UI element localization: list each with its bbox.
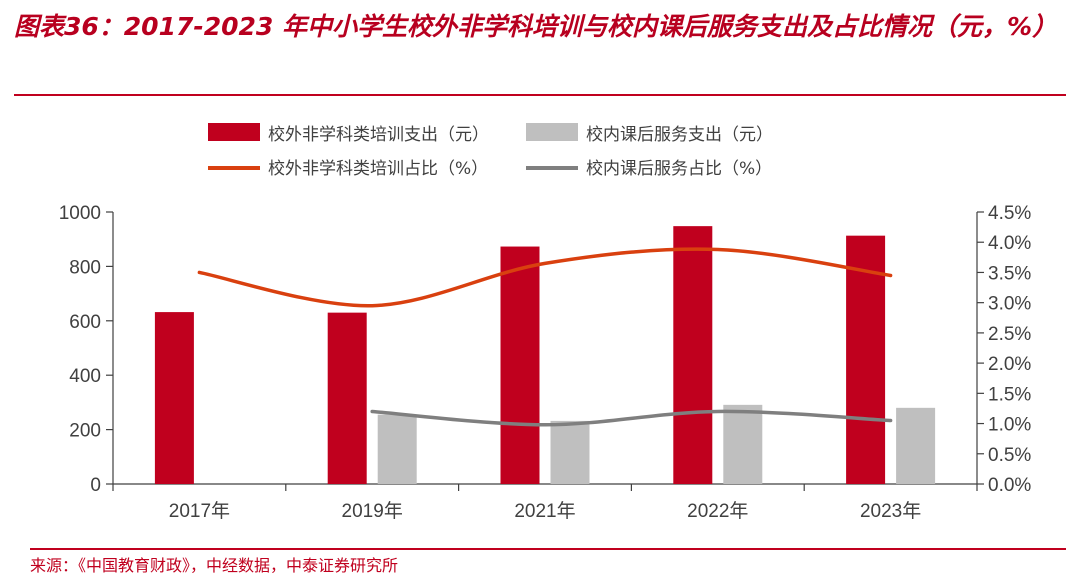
right-tick-label: 3.5% xyxy=(988,263,1031,284)
legend: 校外非学科类培训支出（元） 校内课后服务支出（元） 校外非学科类培训占比（%） 校内课… xyxy=(208,123,773,179)
left-tick-label: 800 xyxy=(69,257,101,278)
bar-afterschool-spending xyxy=(377,414,417,484)
title-divider xyxy=(14,94,1066,96)
left-tick-label: 400 xyxy=(69,366,101,387)
bar-offcampus-spending xyxy=(673,226,713,485)
legend-item-afterschool-spending: 校内课后服务支出（元） xyxy=(526,123,773,145)
legend-label: 校内课后服务占比（%） xyxy=(586,159,772,179)
x-tick-label: 2021年 xyxy=(514,500,575,522)
bar-afterschool-spending xyxy=(550,420,590,484)
axes: 0 200 400 600 800 1000 0.0% 0.5% 1.0% 1.5% 2.0% 2.5… xyxy=(59,203,1032,522)
source-note: 来源：《中国教育财政》，中经数据，中泰证券研究所 xyxy=(30,556,399,575)
chart-title: 图表36：2017-2023 年中小学生校外非学科培训与校内课后服务支出及占比情… xyxy=(14,12,1058,41)
right-tick-label: 3.0% xyxy=(988,294,1031,315)
bar-afterschool-spending xyxy=(896,407,936,484)
right-tick-label: 0.0% xyxy=(988,475,1031,496)
legend-label: 校外非学科类培训占比（%） xyxy=(268,159,488,179)
right-tick-label: 4.0% xyxy=(988,233,1031,254)
bar-afterschool-spending xyxy=(723,404,763,484)
left-tick-label: 1000 xyxy=(59,203,101,224)
legend-label: 校外非学科类培训支出（元） xyxy=(268,125,489,145)
x-tick-label: 2022年 xyxy=(687,500,748,522)
right-tick-label: 1.0% xyxy=(988,415,1031,436)
bar-offcampus-spending xyxy=(154,312,194,484)
x-tick-label: 2019年 xyxy=(342,500,403,522)
left-tick-label: 200 xyxy=(69,421,101,442)
bar-offcampus-spending xyxy=(846,235,886,484)
right-tick-label: 2.0% xyxy=(988,354,1031,375)
legend-item-offcampus-share: 校外非学科类培训占比（%） xyxy=(208,159,488,179)
right-tick-label: 2.5% xyxy=(988,324,1031,345)
legend-item-afterschool-share: 校内课后服务占比（%） xyxy=(526,159,772,179)
left-tick-label: 0 xyxy=(90,475,101,496)
legend-swatch xyxy=(526,123,578,141)
x-tick-label: 2023年 xyxy=(860,500,921,522)
line-afterschool-share xyxy=(370,409,893,427)
bar-offcampus-spending xyxy=(500,246,540,484)
right-tick-label: 1.5% xyxy=(988,384,1031,405)
legend-item-offcampus-spending: 校外非学科类培训支出（元） xyxy=(208,123,489,145)
source-divider xyxy=(30,548,1066,550)
right-tick-label: 4.5% xyxy=(988,203,1031,224)
right-tick-label: 0.5% xyxy=(988,445,1031,466)
line-offcampus-share xyxy=(197,247,893,308)
left-tick-label: 600 xyxy=(69,312,101,333)
legend-swatch xyxy=(208,123,260,141)
legend-label: 校内课后服务支出（元） xyxy=(586,125,773,145)
bars-layer xyxy=(154,226,936,485)
x-tick-label: 2017年 xyxy=(169,500,230,522)
lines-layer xyxy=(197,247,893,427)
bar-offcampus-spending xyxy=(327,312,367,484)
